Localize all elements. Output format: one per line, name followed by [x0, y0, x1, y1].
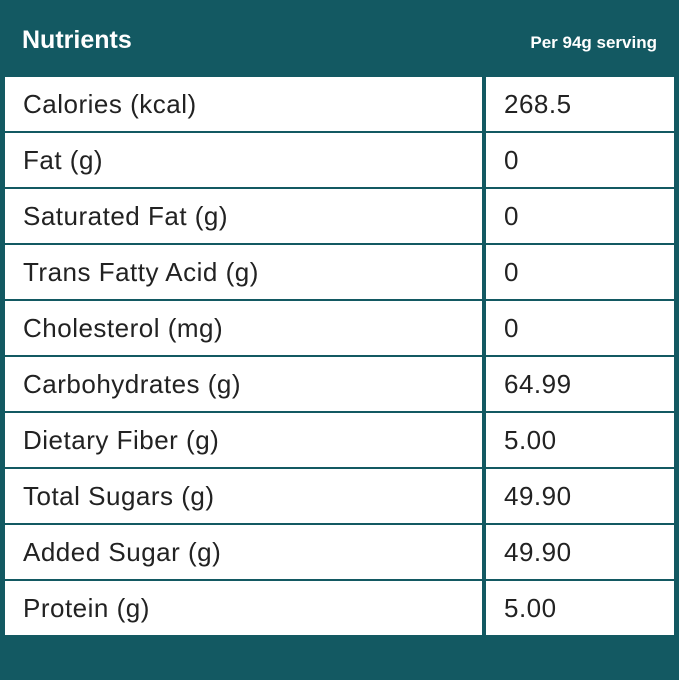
- header-title: Nutrients: [22, 26, 132, 54]
- nutrient-value: 49.90: [486, 469, 674, 523]
- nutrient-name: Dietary Fiber (g): [5, 413, 482, 467]
- header-serving: Per 94g serving: [530, 33, 657, 52]
- nutrient-name: Added Sugar (g): [5, 525, 482, 579]
- nutrient-name: Trans Fatty Acid (g): [5, 245, 482, 299]
- nutrient-value: 0: [486, 301, 674, 355]
- nutrient-value: 5.00: [486, 581, 674, 635]
- nutrient-value: 268.5: [486, 77, 674, 131]
- nutrient-value: 0: [486, 133, 674, 187]
- nutrient-name: Saturated Fat (g): [5, 189, 482, 243]
- nutrient-name: Calories (kcal): [5, 77, 482, 131]
- nutrient-name: Fat (g): [5, 133, 482, 187]
- nutrient-value: 49.90: [486, 525, 674, 579]
- nutrient-value: 0: [486, 245, 674, 299]
- nutrient-value: 64.99: [486, 357, 674, 411]
- nutrient-name: Cholesterol (mg): [5, 301, 482, 355]
- nutrient-name: Protein (g): [5, 581, 482, 635]
- nutrient-value: 0: [486, 189, 674, 243]
- nutrient-value: 5.00: [486, 413, 674, 467]
- nutrient-name: Carbohydrates (g): [5, 357, 482, 411]
- nutrient-name: Total Sugars (g): [5, 469, 482, 523]
